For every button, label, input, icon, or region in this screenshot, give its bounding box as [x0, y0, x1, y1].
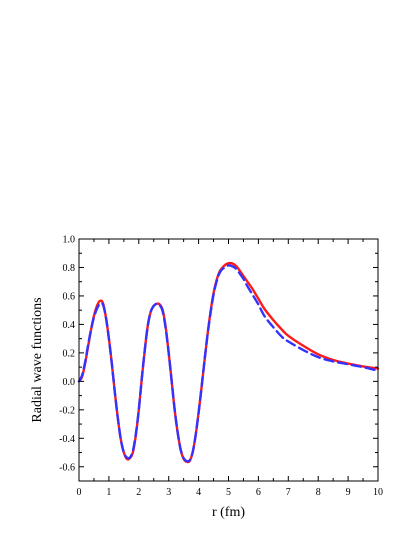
y-tick-label: 0.2 — [63, 348, 76, 359]
x-tick-label: 2 — [136, 487, 141, 498]
x-tick-label: 10 — [373, 487, 383, 498]
x-tick-label: 3 — [166, 487, 171, 498]
y-tick-label: 0.8 — [63, 263, 76, 274]
x-tick-label: 9 — [346, 487, 351, 498]
x-tick-label: 5 — [226, 487, 231, 498]
y-axis-title: Radial wave functions — [30, 297, 45, 422]
y-tick-label: 0.0 — [63, 377, 76, 388]
x-tick-label: 6 — [256, 487, 261, 498]
y-tick-label: -0.4 — [59, 434, 75, 445]
x-tick-label: 7 — [286, 487, 291, 498]
y-tick-label: -0.6 — [59, 462, 75, 473]
x-axis-title: r (fm) — [212, 505, 245, 520]
y-tick-label: -0.2 — [59, 405, 75, 416]
x-tick-label: 0 — [77, 487, 82, 498]
plot-content — [77, 261, 380, 464]
x-axis-ticks: 0 1 2 3 4 5 6 7 8 9 10 — [77, 239, 383, 498]
x-tick-label: 8 — [316, 487, 321, 498]
series-line-2 — [77, 264, 380, 463]
x-tick-label: 1 — [106, 487, 111, 498]
y-axis-ticks: -0.6 -0.4 -0.2 0.0 0.2 0.4 0.6 0.8 1.0 — [59, 235, 378, 482]
y-tick-label: 0.4 — [63, 320, 76, 331]
y-tick-label: 0.6 — [63, 291, 76, 302]
y-tick-label: 1.0 — [63, 235, 76, 246]
x-tick-label: 4 — [196, 487, 201, 498]
